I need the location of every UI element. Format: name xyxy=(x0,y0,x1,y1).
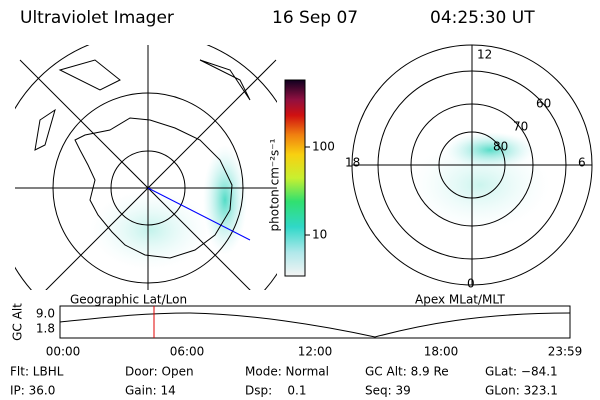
mlt-label: 0 xyxy=(467,277,475,291)
title: Ultraviolet Imager xyxy=(20,8,174,28)
status-field: Gain: 14 xyxy=(125,384,176,398)
status-field: GC Alt: 8.9 Re xyxy=(365,365,449,379)
status-field: Dsp: 0.1 xyxy=(245,384,307,398)
mlt-label: 6 xyxy=(578,156,586,170)
geographic-map xyxy=(15,45,277,290)
orbit-frame xyxy=(59,305,571,339)
colorbar-tick: 100 xyxy=(312,140,335,154)
status-field: GLat: −84.1 xyxy=(485,365,558,379)
y-tick-label: 9.0 xyxy=(36,307,55,321)
map-label: Geographic Lat/Lon xyxy=(70,293,187,307)
lat-label: 60 xyxy=(536,97,551,111)
x-tick-label: 18:00 xyxy=(424,345,459,359)
status-field: Seq: 39 xyxy=(365,384,411,398)
time: 04:25:30 UT xyxy=(430,8,535,28)
x-tick-label: 00:00 xyxy=(46,345,81,359)
status-field: GLon: 323.1 xyxy=(485,384,558,398)
orbit-curve xyxy=(59,312,571,338)
axis-label: GC Alt xyxy=(11,303,25,341)
map-label: Apex MLat/MLT xyxy=(415,293,505,307)
mlt-label: 18 xyxy=(345,156,360,170)
colorbar-label: photon cm⁻²s⁻¹ xyxy=(268,138,282,231)
status-field: Mode: Normal xyxy=(245,365,329,379)
date: 16 Sep 07 xyxy=(272,8,358,28)
status-field: Door: Open xyxy=(125,365,194,379)
lat-label: 80 xyxy=(493,140,508,154)
x-tick-label: 12:00 xyxy=(298,345,333,359)
lat-label: 70 xyxy=(513,120,528,134)
status-field: Flt: LBHL xyxy=(10,365,64,379)
colorbar-tick: 10 xyxy=(312,228,327,242)
colorbar xyxy=(284,79,306,277)
x-tick-label: 23:59 xyxy=(548,345,583,359)
x-tick-label: 06:00 xyxy=(170,345,205,359)
mlt-label: 12 xyxy=(477,48,492,62)
y-tick-label: 1.8 xyxy=(36,322,55,336)
mlt-plot xyxy=(351,44,593,286)
status-field: IP: 36.0 xyxy=(10,384,55,398)
